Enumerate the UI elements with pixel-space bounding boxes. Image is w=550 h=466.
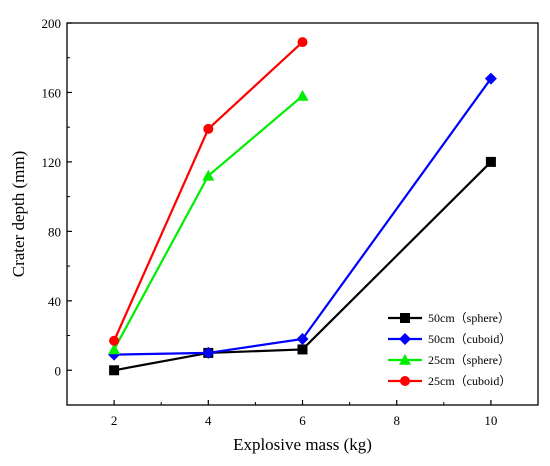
- legend-label: 25cm（cuboid）: [428, 374, 511, 388]
- series-line-2: [114, 77, 492, 356]
- x-tick-label: 4: [205, 413, 212, 428]
- legend-label: 25cm（sphere）: [428, 353, 510, 367]
- data-point-series-3: [108, 343, 121, 355]
- data-point-series-2: [202, 346, 215, 359]
- series-markers: [108, 37, 497, 376]
- y-tick-label: 200: [42, 16, 62, 31]
- x-tick-label: 10: [484, 413, 497, 428]
- legend-label: 50cm（cuboid）: [428, 332, 511, 346]
- data-point-series-2: [296, 333, 309, 346]
- x-tick-labels: 2 4 6 8 10: [111, 413, 498, 428]
- data-point-series-3: [202, 169, 215, 181]
- data-point-series-1: [109, 365, 120, 376]
- legend-marker: [400, 313, 410, 323]
- y-tick-label: 40: [48, 294, 61, 309]
- y-tick-labels: 0 40 80 120 160 200: [42, 16, 62, 378]
- x-axis-title: Explosive mass (kg): [233, 435, 372, 454]
- legend-marker: [399, 333, 411, 345]
- y-tick-label: 80: [48, 224, 61, 239]
- y-tick-label: 0: [55, 363, 62, 378]
- data-point-series-4: [297, 37, 308, 48]
- legend-marker: [399, 354, 411, 365]
- data-point-series-4: [109, 335, 120, 346]
- data-point-series-1: [297, 344, 308, 355]
- data-point-series-2: [484, 72, 497, 85]
- data-point-series-1: [485, 156, 496, 167]
- x-tick-label: 8: [393, 413, 400, 428]
- y-tick-label: 120: [42, 155, 62, 170]
- plot-frame: [66, 22, 539, 406]
- series-line-1: [113, 161, 492, 372]
- x-tick-label: 6: [299, 413, 306, 428]
- y-tick-label: 160: [42, 85, 62, 100]
- series-line-3: [113, 95, 304, 350]
- legend: 50cm（sphere） 50cm（cuboid） 25cm（sphere） 25cm…: [388, 311, 511, 388]
- y-axis-title: Crater depth (mm): [9, 151, 28, 278]
- legend-label: 50cm（sphere）: [428, 311, 510, 325]
- legend-marker: [400, 376, 410, 386]
- data-point-series-3: [296, 89, 309, 101]
- x-tick-label: 2: [111, 413, 118, 428]
- data-point-series-4: [203, 123, 214, 134]
